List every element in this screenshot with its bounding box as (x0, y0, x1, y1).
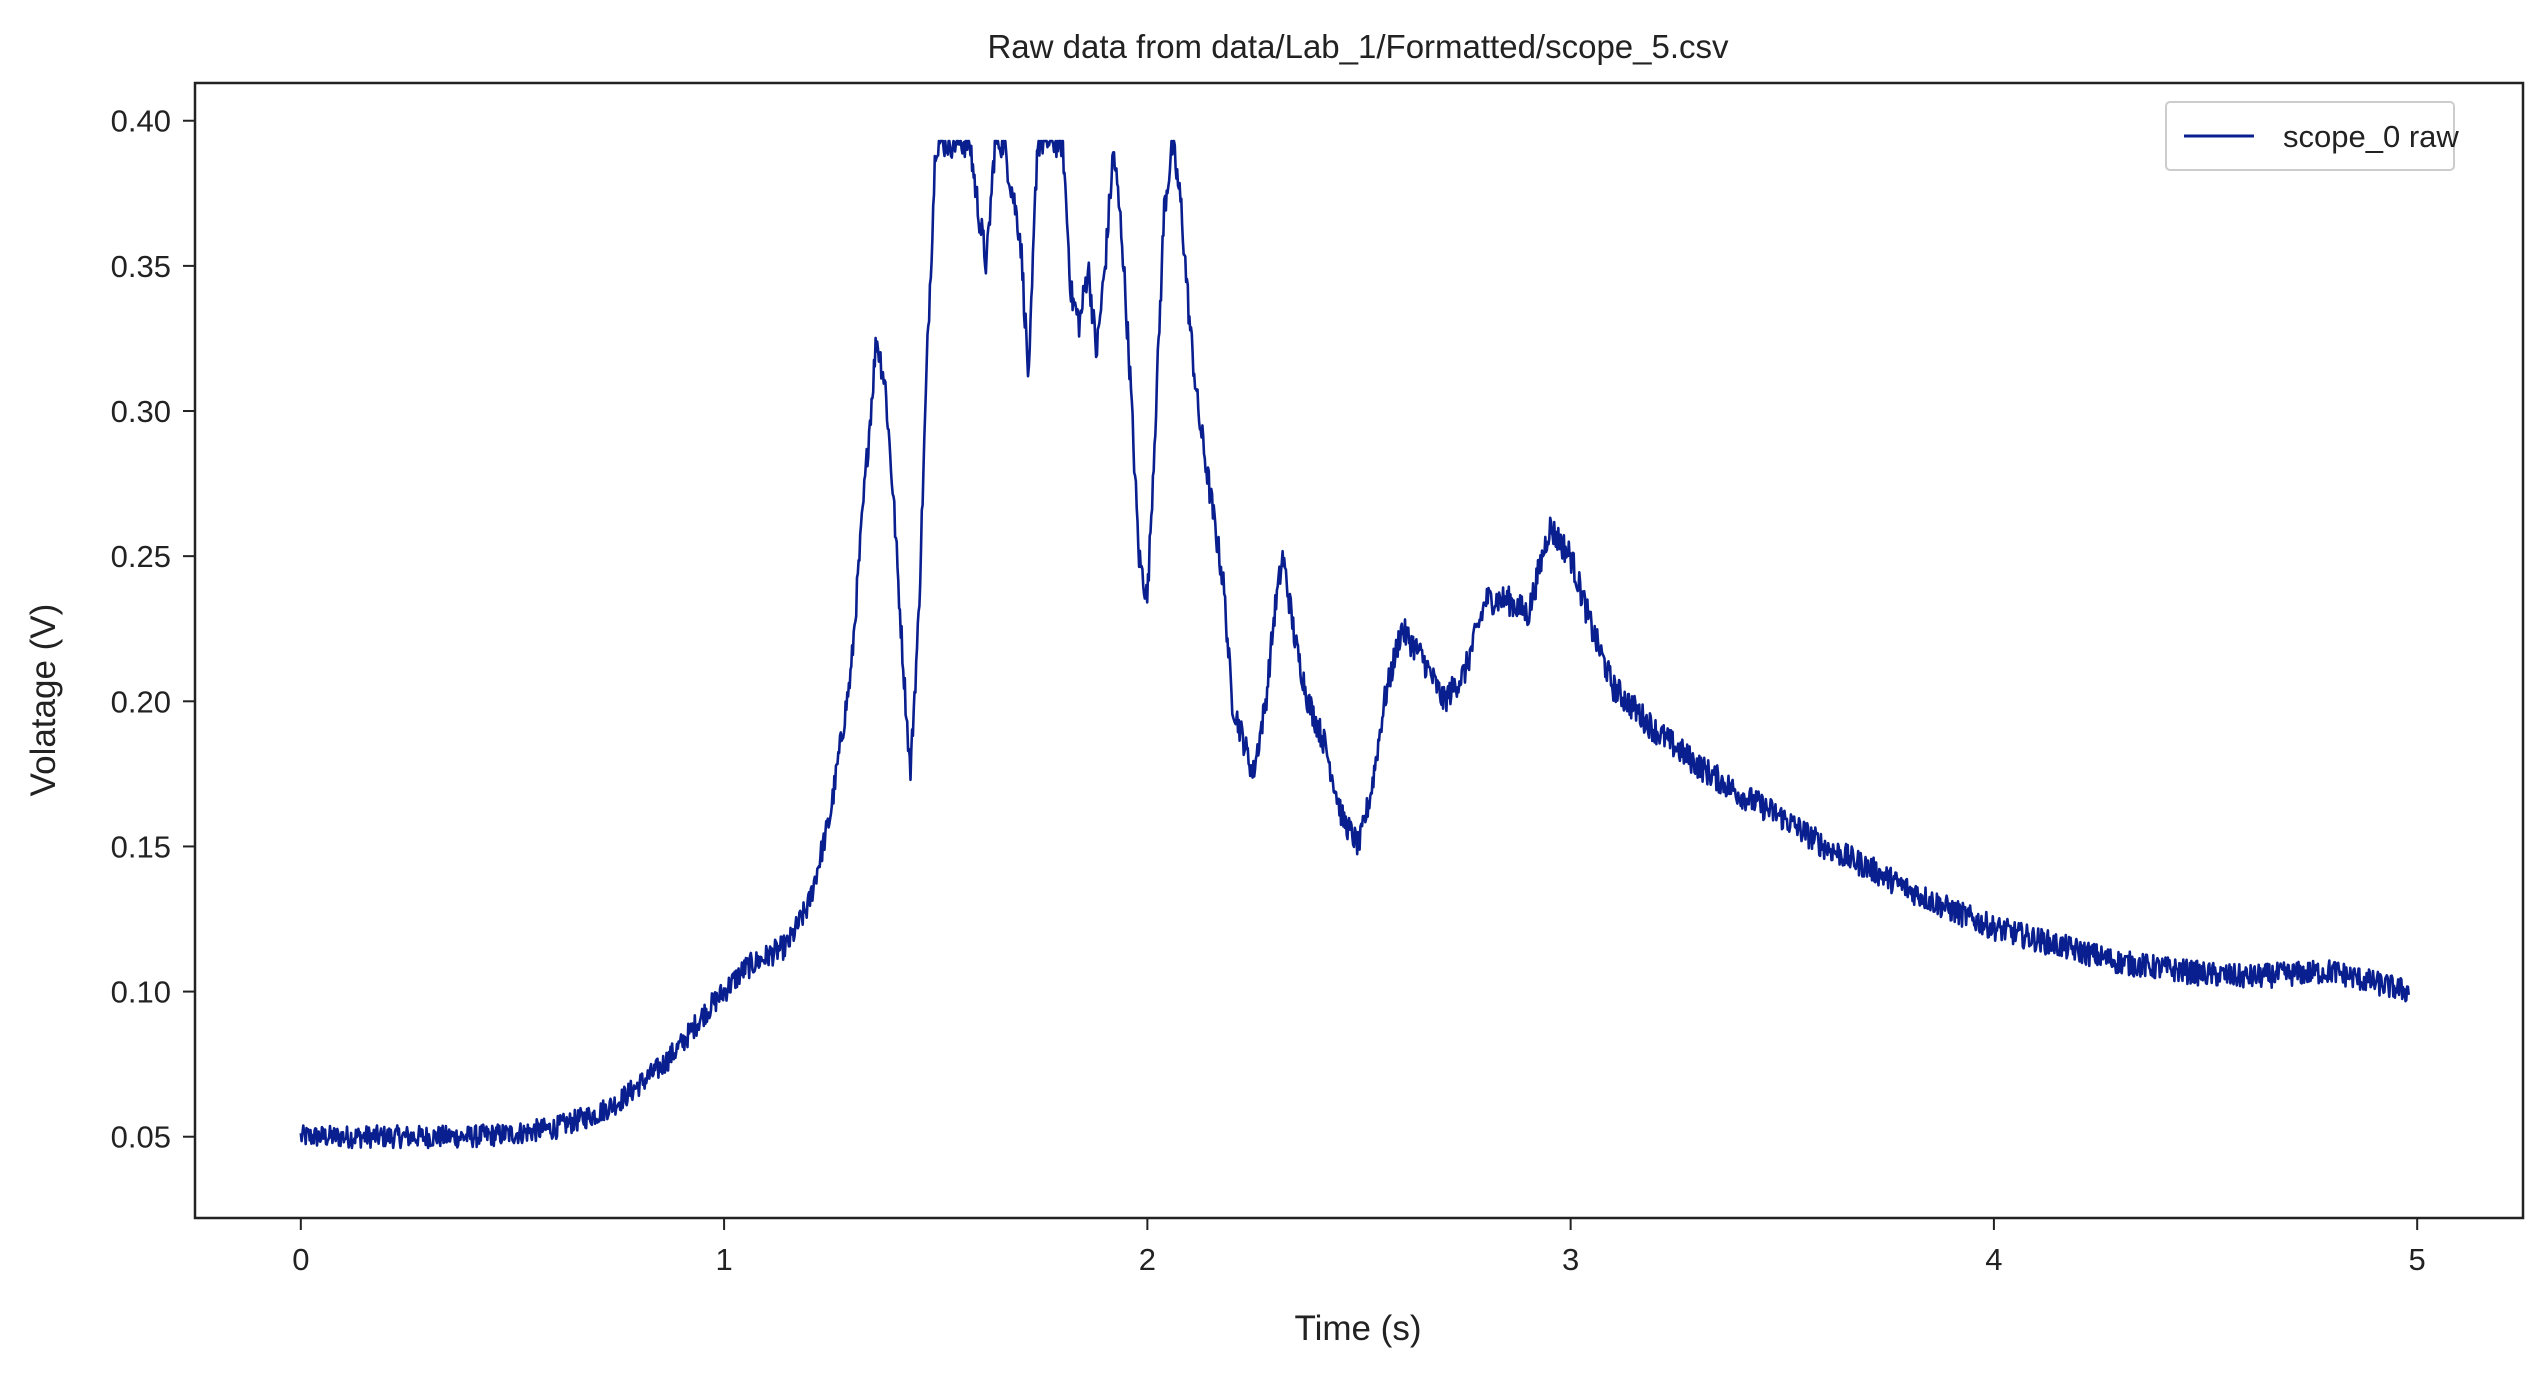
x-tick-label: 3 (1562, 1242, 1579, 1277)
x-tick-label: 4 (1985, 1242, 2002, 1277)
y-tick-label: 0.10 (111, 975, 171, 1010)
y-tick-label: 0.35 (111, 249, 171, 284)
y-tick-label: 0.30 (111, 394, 171, 429)
x-tick-label: 0 (292, 1242, 309, 1277)
x-tick-label: 1 (715, 1242, 732, 1277)
series-line-scope_0 raw (299, 139, 2410, 1150)
y-tick-label: 0.15 (111, 829, 171, 864)
x-tick-label: 2 (1139, 1242, 1156, 1277)
axes-frame (193, 81, 2525, 1220)
y-tick-label: 0.20 (111, 684, 171, 719)
chart-title: Raw data from data/Lab_1/Formatted/scope… (987, 28, 1729, 65)
legend-series-label: scope_0 raw (2283, 119, 2459, 154)
x-tick-label: 5 (2409, 1242, 2426, 1277)
x-axis-label: Time (s) (1294, 1309, 1421, 1348)
legend-box (2165, 101, 2455, 171)
y-tick-label: 0.25 (111, 539, 171, 574)
y-axis-label: Volatage (V) (24, 604, 63, 797)
legend: scope_0 raw (2165, 101, 2459, 171)
axes: 0 1 2 3 4 5 0.05 0.10 0.15 0.20 0.25 0.30 0.35 0.40 (111, 81, 2525, 1277)
y-tick-label: 0.40 (111, 104, 171, 139)
y-tick-label: 0.05 (111, 1120, 171, 1155)
plot-area (299, 139, 2410, 1150)
